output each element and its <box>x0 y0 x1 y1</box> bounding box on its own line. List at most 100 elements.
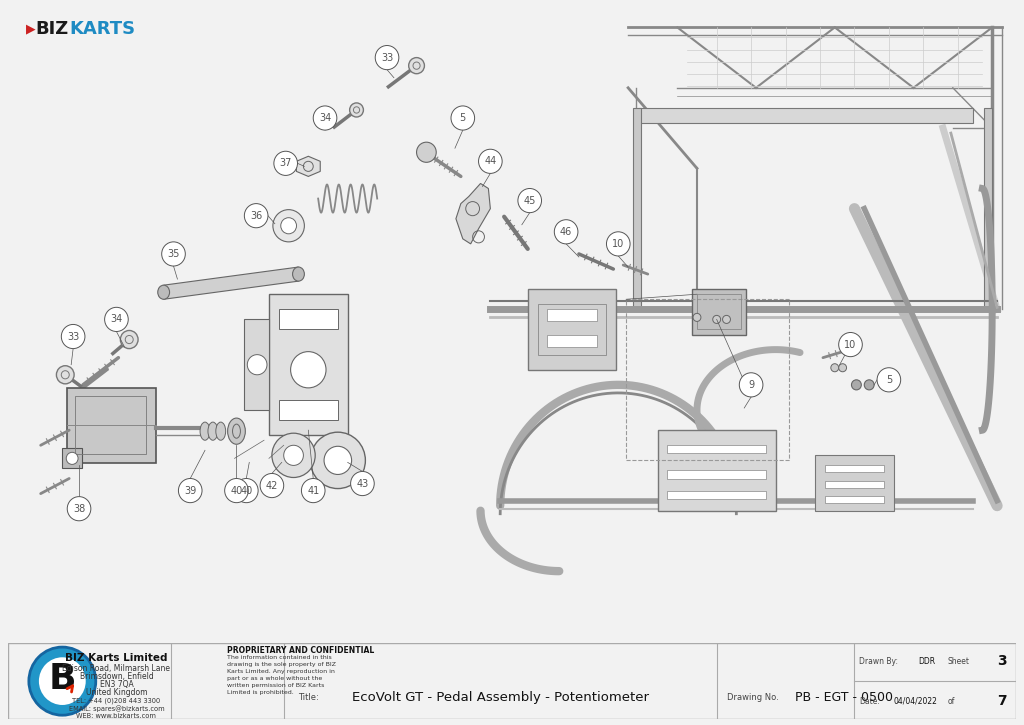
Circle shape <box>554 220 578 244</box>
Bar <box>692 289 746 334</box>
Circle shape <box>350 471 374 496</box>
Bar <box>279 400 338 420</box>
Circle shape <box>68 497 91 521</box>
Text: Sheet: Sheet <box>948 657 970 666</box>
Circle shape <box>839 364 847 372</box>
Circle shape <box>245 204 268 228</box>
Circle shape <box>291 352 326 388</box>
Circle shape <box>313 106 337 130</box>
Bar <box>626 299 788 460</box>
Text: TEL: +44 (0)208 443 3300: TEL: +44 (0)208 443 3300 <box>73 697 161 704</box>
Text: 7: 7 <box>997 694 1007 708</box>
Text: 5: 5 <box>460 113 466 123</box>
Text: 10: 10 <box>612 239 625 249</box>
Ellipse shape <box>227 418 246 444</box>
Bar <box>825 496 884 502</box>
Bar <box>668 471 766 479</box>
Text: 5: 5 <box>886 375 892 385</box>
Circle shape <box>39 658 86 705</box>
Circle shape <box>29 647 96 715</box>
Polygon shape <box>164 267 298 299</box>
Bar <box>269 294 348 435</box>
Text: KARTS: KARTS <box>70 20 135 38</box>
Circle shape <box>693 313 700 321</box>
Text: United Kingdom: United Kingdom <box>86 688 147 697</box>
Text: 38: 38 <box>73 504 85 514</box>
Circle shape <box>178 478 202 502</box>
Text: PROPRIETARY AND CONFIDENTIAL: PROPRIETARY AND CONFIDENTIAL <box>226 646 374 655</box>
Bar <box>825 481 884 487</box>
Text: 42: 42 <box>265 481 279 491</box>
Circle shape <box>864 380 874 390</box>
Circle shape <box>281 218 297 233</box>
Text: ▶: ▶ <box>26 23 36 36</box>
Polygon shape <box>638 108 973 123</box>
Circle shape <box>830 364 839 372</box>
Bar <box>245 320 269 410</box>
Circle shape <box>301 478 325 502</box>
Text: 46: 46 <box>560 227 572 237</box>
Text: Date:: Date: <box>859 697 881 705</box>
Text: DDR: DDR <box>919 657 936 666</box>
Text: 40: 40 <box>230 486 243 496</box>
Circle shape <box>451 106 474 130</box>
Text: Drawing No.: Drawing No. <box>726 692 778 702</box>
Text: 33: 33 <box>381 53 393 62</box>
Circle shape <box>713 315 721 323</box>
Circle shape <box>478 149 502 173</box>
Circle shape <box>324 447 351 474</box>
Text: 04/04/2022: 04/04/2022 <box>894 697 938 705</box>
Text: BIZ Karts Limited: BIZ Karts Limited <box>66 653 168 663</box>
Text: EcoVolt GT - Pedal Assembly - Potentiometer: EcoVolt GT - Pedal Assembly - Potentiome… <box>351 691 648 704</box>
Ellipse shape <box>158 285 170 299</box>
Text: 43: 43 <box>356 478 369 489</box>
Bar <box>657 430 776 510</box>
Bar <box>633 108 641 310</box>
Circle shape <box>224 478 248 502</box>
Text: 40: 40 <box>241 486 253 496</box>
Bar <box>75 396 146 455</box>
Bar <box>815 455 894 510</box>
Circle shape <box>104 307 128 331</box>
Bar <box>68 388 156 463</box>
Text: 45: 45 <box>523 196 536 206</box>
Circle shape <box>272 210 304 242</box>
Bar <box>697 294 741 329</box>
Bar <box>279 310 338 329</box>
Circle shape <box>349 103 364 117</box>
Text: of: of <box>948 697 955 705</box>
Bar <box>538 304 606 355</box>
Circle shape <box>375 46 398 70</box>
Circle shape <box>272 434 315 478</box>
Bar <box>984 108 992 310</box>
Text: 41: 41 <box>307 486 319 496</box>
Text: EMAIL: spares@bizkarts.com: EMAIL: spares@bizkarts.com <box>69 705 164 712</box>
Circle shape <box>162 242 185 266</box>
Text: Brimsdown, Enfield: Brimsdown, Enfield <box>80 672 154 681</box>
Circle shape <box>310 432 366 489</box>
Circle shape <box>852 380 861 390</box>
Text: The information contained in this
drawing is the sole property of BIZ
Karts Limi: The information contained in this drawin… <box>226 655 336 695</box>
Circle shape <box>606 232 630 256</box>
Circle shape <box>234 478 258 502</box>
Ellipse shape <box>208 422 218 440</box>
Text: 35: 35 <box>167 249 179 259</box>
Circle shape <box>248 355 267 375</box>
Circle shape <box>878 368 901 392</box>
Polygon shape <box>296 157 321 176</box>
Bar <box>62 448 82 468</box>
Ellipse shape <box>293 267 304 281</box>
Circle shape <box>121 331 138 349</box>
Text: 3: 3 <box>997 654 1007 668</box>
Ellipse shape <box>200 422 210 440</box>
Text: Edison Road, Milmarsh Lane: Edison Road, Milmarsh Lane <box>62 664 170 673</box>
Circle shape <box>67 452 78 465</box>
Text: PB - EGT - 0500: PB - EGT - 0500 <box>796 691 893 704</box>
Text: Title:: Title: <box>298 692 319 702</box>
Text: 34: 34 <box>111 315 123 324</box>
Circle shape <box>409 57 424 74</box>
Text: 39: 39 <box>184 486 197 496</box>
Text: 37: 37 <box>280 158 292 168</box>
Text: BIZ: BIZ <box>36 20 69 38</box>
Ellipse shape <box>216 422 225 440</box>
